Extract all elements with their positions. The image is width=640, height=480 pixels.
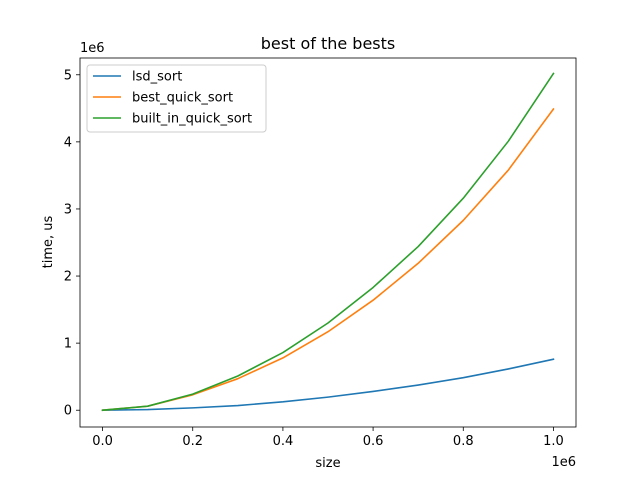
legend-label: lsd_sort	[132, 70, 182, 85]
y-tick-label: 3	[64, 202, 72, 217]
y-tick-label: 1	[64, 337, 72, 352]
legend-label: best_quick_sort	[132, 91, 233, 106]
x-tick-label: 0.4	[273, 434, 294, 449]
x-tick-label: 1.0	[543, 434, 564, 449]
series-line-built-in-quick-sort	[101, 72, 555, 412]
legend: lsd_sort best_quick_sort built_in_quick_so…	[86, 64, 267, 133]
x-axis-scale-label: 1e6	[551, 455, 576, 470]
y-tick-label: 5	[64, 68, 72, 83]
x-axis-label: size	[315, 456, 340, 471]
y-tick-label: 4	[64, 135, 72, 150]
x-tick-label: 0.2	[182, 434, 203, 449]
x-tick-label: 0.0	[92, 434, 113, 449]
x-axis-ticks: 0.0 0.2 0.4 0.6 0.8 1.0	[92, 427, 564, 449]
legend-label: built_in_quick_sort	[132, 112, 252, 127]
series-line-lsd-sort	[101, 358, 555, 412]
plot-area-frame	[79, 57, 577, 428]
y-axis-label: time, us	[41, 215, 56, 268]
y-tick-label: 0	[64, 404, 72, 419]
x-tick-label: 0.6	[363, 434, 384, 449]
series-layer	[101, 72, 555, 412]
chart-title: best of the bests	[261, 34, 396, 53]
y-axis-scale-label: 1e6	[80, 41, 105, 56]
y-tick-label: 2	[64, 270, 72, 285]
x-tick-label: 0.8	[453, 434, 474, 449]
legend-box	[86, 64, 267, 133]
y-axis-ticks: 0 1 2 3 4 5	[64, 68, 80, 419]
